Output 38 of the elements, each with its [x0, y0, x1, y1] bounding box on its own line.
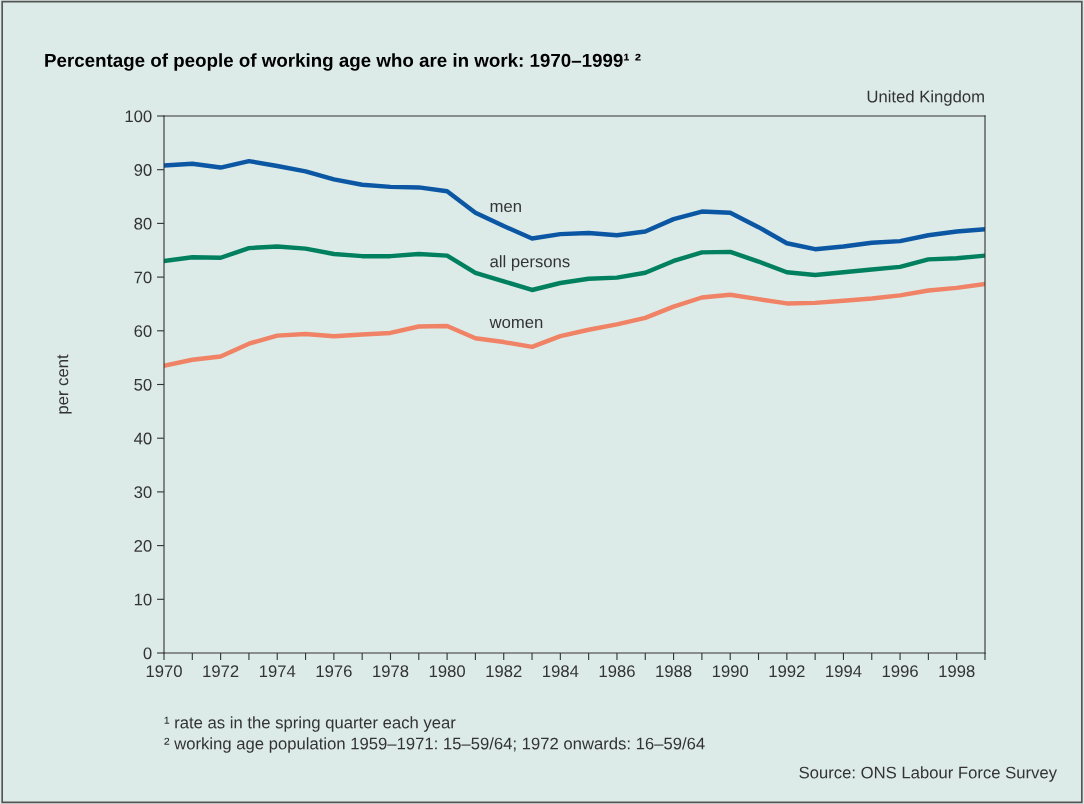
chart-title: Percentage of people of working age who are in work: 1970–1999¹ ²: [45, 53, 641, 71]
x-tick-label: 1980: [429, 665, 465, 678]
y-tick-label: 50: [134, 378, 152, 391]
x-tick-label: 1996: [882, 665, 918, 678]
y-tick-label: 0: [143, 647, 152, 660]
y-axis-title: per cent: [57, 354, 72, 414]
y-tick-label: 100: [125, 110, 152, 123]
y-tick-label: 60: [134, 325, 152, 337]
x-tick-label: 1992: [769, 665, 805, 678]
y-tick-label: 80: [134, 217, 152, 230]
x-tick-label: 1998: [939, 665, 975, 678]
line-series: [164, 244, 985, 293]
x-tick-label: 1978: [373, 665, 409, 678]
text: ¹ rate as in the spring quarter each year: [164, 716, 456, 732]
source-note: Source: ONS Labour Force Survey: [799, 766, 1057, 782]
text: ² working age population 1959–1971: 15–59/64; 1972 onwards: 16–59/64: [164, 737, 705, 753]
y-tick-label: 30: [134, 486, 152, 499]
x-tick-label: 1994: [826, 665, 862, 678]
series-label: men: [490, 202, 521, 213]
chart-subtitle: United Kingdom: [867, 90, 984, 106]
y-tick-label: 20: [134, 540, 152, 552]
y-tick-label: 40: [134, 432, 152, 445]
line-series: [164, 158, 985, 252]
line-series: [164, 281, 985, 368]
y-tick-label: 90: [134, 164, 152, 176]
y-tick-label: 70: [134, 271, 152, 284]
x-tick-label: 1974: [259, 665, 296, 678]
x-tick-label: 1976: [316, 665, 352, 678]
x-tick-label: 1990: [712, 665, 749, 678]
x-tick-label: 1970: [146, 665, 182, 678]
y-tick-label: 10: [134, 593, 152, 606]
series-label: all persons: [490, 255, 570, 271]
x-tick-label: 1986: [599, 665, 635, 678]
x-tick-label: 1982: [486, 665, 522, 678]
x-tick-label: 1984: [543, 665, 579, 678]
series-label: women: [489, 318, 543, 329]
x-tick-label: 1972: [203, 665, 239, 678]
x-tick-label: 1988: [656, 665, 692, 678]
